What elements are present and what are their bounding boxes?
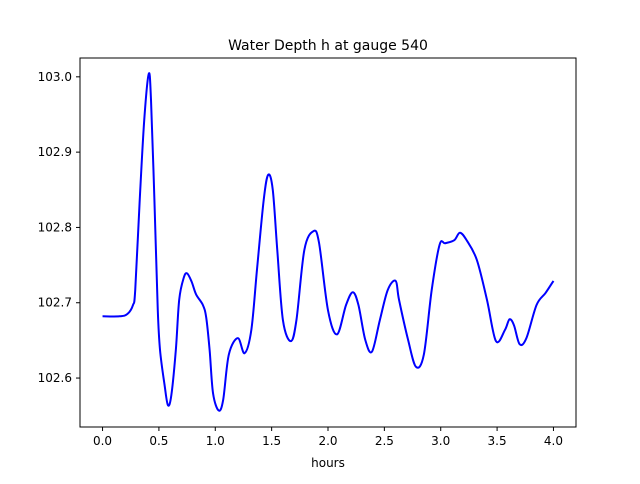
chart-title: Water Depth h at gauge 540 — [228, 38, 428, 54]
x-tick-label: 3.5 — [488, 434, 507, 448]
plot-frame — [79, 57, 577, 428]
series-layer — [102, 72, 555, 412]
x-axis-label: hours — [311, 456, 345, 470]
x-tick-label: 0.5 — [149, 434, 168, 448]
y-tick-label: 102.7 — [38, 296, 72, 310]
x-tick-label: 0.0 — [93, 434, 112, 448]
y-tick-label: 102.9 — [38, 145, 72, 159]
y-tick-label: 102.6 — [38, 371, 72, 385]
x-tick-label: 1.5 — [262, 434, 281, 448]
x-tick-label: 3.0 — [431, 434, 450, 448]
series-line-h — [102, 72, 555, 412]
x-tick-label: 4.0 — [544, 434, 563, 448]
y-tick-label: 102.8 — [38, 220, 72, 234]
y-axis: 102.6 102.7 102.8 102.9 103.0 — [38, 70, 80, 385]
x-tick-label: 1.0 — [206, 434, 225, 448]
y-tick-label: 103.0 — [38, 70, 72, 84]
x-tick-label: 2.5 — [375, 434, 394, 448]
x-axis: 0.0 0.5 1.0 1.5 2.0 2.5 3.0 3.5 4.0 — [93, 427, 563, 448]
x-tick-label: 2.0 — [318, 434, 337, 448]
